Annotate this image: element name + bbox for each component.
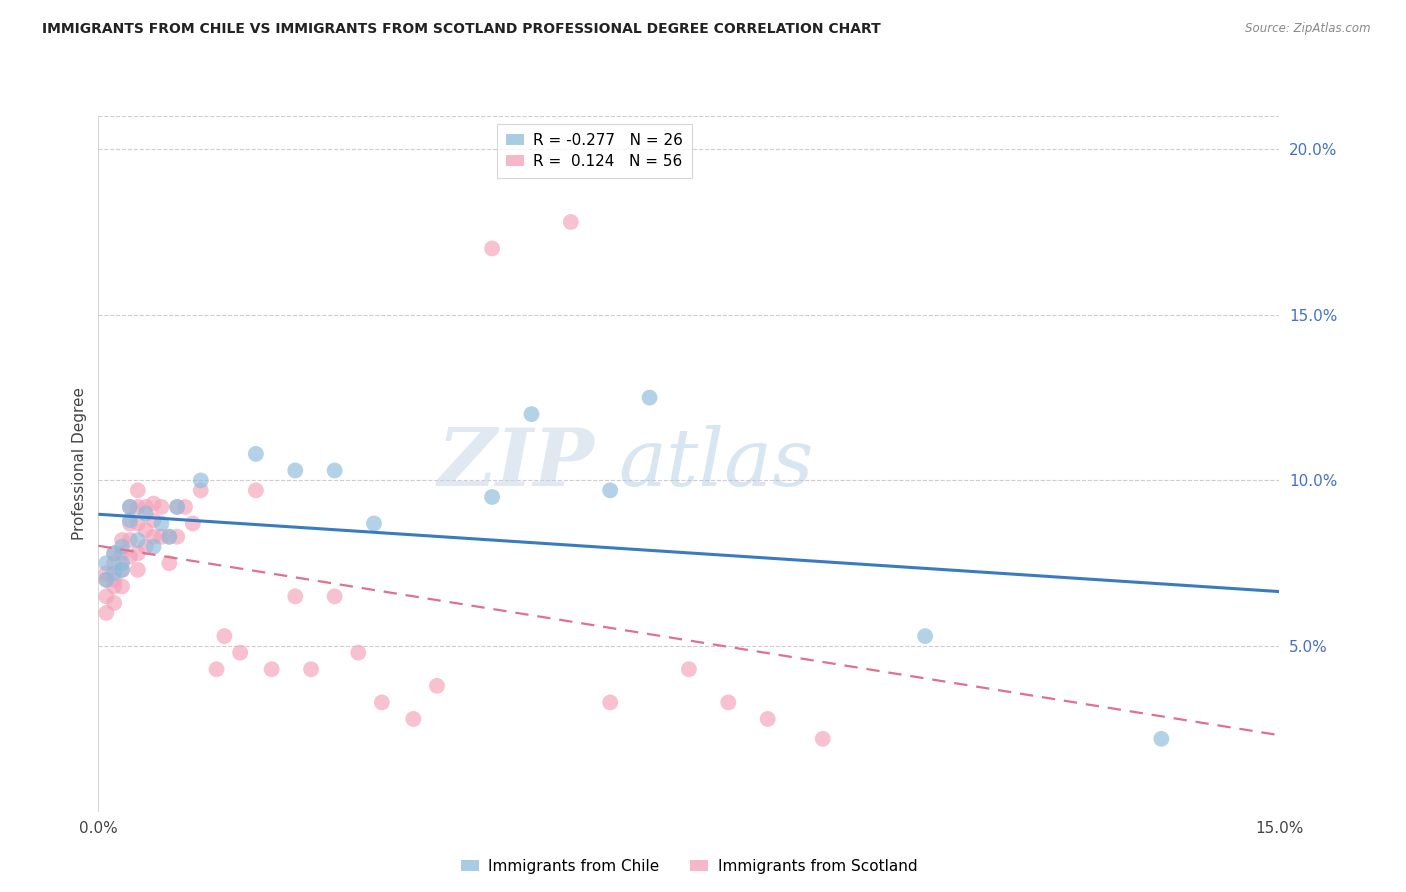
Point xyxy=(103,573,125,587)
Point xyxy=(111,533,134,547)
Point xyxy=(371,695,394,709)
Point xyxy=(127,546,149,560)
Point xyxy=(111,540,134,554)
Text: ZIP: ZIP xyxy=(437,425,595,502)
Point xyxy=(150,516,173,531)
Point xyxy=(299,662,322,676)
Point xyxy=(174,500,197,514)
Point xyxy=(111,579,134,593)
Point xyxy=(111,563,134,577)
Point xyxy=(481,242,503,256)
Point xyxy=(190,474,212,488)
Point xyxy=(142,513,165,527)
Point xyxy=(347,646,370,660)
Point xyxy=(103,546,125,560)
Point xyxy=(157,556,180,570)
Point xyxy=(96,606,118,620)
Point xyxy=(150,530,173,544)
Point xyxy=(118,533,141,547)
Point xyxy=(1150,731,1173,746)
Point xyxy=(111,563,134,577)
Point xyxy=(166,500,188,514)
Point xyxy=(914,629,936,643)
Point xyxy=(157,530,180,544)
Point xyxy=(96,566,118,581)
Point xyxy=(135,523,157,537)
Point xyxy=(118,549,141,564)
Point xyxy=(96,556,118,570)
Point xyxy=(402,712,425,726)
Point xyxy=(190,483,212,498)
Point xyxy=(103,596,125,610)
Point xyxy=(96,573,118,587)
Point xyxy=(103,579,125,593)
Point xyxy=(118,500,141,514)
Point xyxy=(560,215,582,229)
Point xyxy=(118,500,141,514)
Point xyxy=(717,695,740,709)
Text: Source: ZipAtlas.com: Source: ZipAtlas.com xyxy=(1246,22,1371,36)
Point xyxy=(323,590,346,604)
Point xyxy=(135,540,157,554)
Point xyxy=(135,500,157,514)
Point xyxy=(157,530,180,544)
Point xyxy=(96,590,118,604)
Point xyxy=(245,447,267,461)
Point xyxy=(127,483,149,498)
Point xyxy=(96,573,118,587)
Y-axis label: Professional Degree: Professional Degree xyxy=(72,387,87,541)
Point xyxy=(150,500,173,514)
Point xyxy=(811,731,834,746)
Point xyxy=(142,497,165,511)
Point xyxy=(181,516,204,531)
Point xyxy=(323,463,346,477)
Point xyxy=(205,662,228,676)
Point xyxy=(214,629,236,643)
Point xyxy=(520,407,543,421)
Point xyxy=(103,546,125,560)
Point xyxy=(260,662,283,676)
Point xyxy=(599,695,621,709)
Point xyxy=(363,516,385,531)
Point xyxy=(127,500,149,514)
Point xyxy=(127,533,149,547)
Point xyxy=(599,483,621,498)
Legend: Immigrants from Chile, Immigrants from Scotland: Immigrants from Chile, Immigrants from S… xyxy=(454,853,924,880)
Point xyxy=(111,546,134,560)
Text: IMMIGRANTS FROM CHILE VS IMMIGRANTS FROM SCOTLAND PROFESSIONAL DEGREE CORRELATIO: IMMIGRANTS FROM CHILE VS IMMIGRANTS FROM… xyxy=(42,22,882,37)
Point xyxy=(166,530,188,544)
Point xyxy=(481,490,503,504)
Point xyxy=(127,563,149,577)
Point xyxy=(118,513,141,527)
Point xyxy=(678,662,700,676)
Point xyxy=(284,590,307,604)
Point xyxy=(284,463,307,477)
Point xyxy=(756,712,779,726)
Point xyxy=(142,540,165,554)
Point xyxy=(118,516,141,531)
Point xyxy=(426,679,449,693)
Point xyxy=(245,483,267,498)
Point xyxy=(127,516,149,531)
Point xyxy=(638,391,661,405)
Point xyxy=(166,500,188,514)
Legend: R = -0.277   N = 26, R =  0.124   N = 56: R = -0.277 N = 26, R = 0.124 N = 56 xyxy=(496,124,692,178)
Point xyxy=(103,566,125,581)
Point xyxy=(135,507,157,521)
Point xyxy=(229,646,252,660)
Text: atlas: atlas xyxy=(619,425,814,502)
Point xyxy=(103,556,125,570)
Point xyxy=(142,530,165,544)
Point xyxy=(111,556,134,570)
